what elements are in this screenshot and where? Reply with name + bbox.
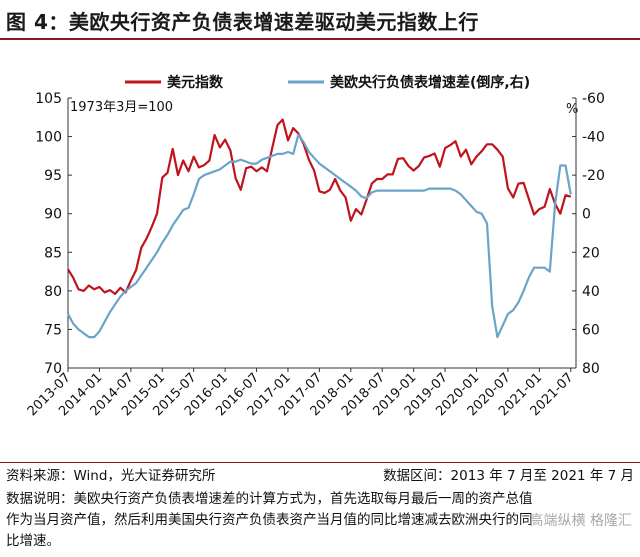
plot-area: [67, 118, 572, 339]
note-line-3: 比增速。: [6, 533, 60, 549]
right-axis-tick-label: 80: [582, 361, 600, 377]
left-axis-tick-label: 80: [44, 284, 62, 300]
dual-axis-line-chart: 美元指数 美欧央行负债表增速差(倒序,右) 1973年3月=100 % 70 75 8…: [25, 74, 605, 419]
right-axis-tick-label: 60: [582, 322, 600, 338]
legend-label-2: 美欧央行负债表增速差(倒序,右): [330, 74, 530, 91]
watermark: 高端纵横 格隆汇: [529, 513, 632, 529]
legend-label-1: 美元指数: [167, 74, 224, 91]
left-axis-tick-label: 75: [44, 322, 62, 338]
right-axis-tick-label: -20: [582, 168, 605, 184]
right-axis-tick-label: 0: [582, 207, 591, 223]
right-axis-tick-label: -40: [582, 130, 605, 146]
series-line-2: [67, 133, 572, 339]
left-axis-tick-label: 90: [44, 207, 62, 223]
data-range-text: 数据区间：2013 年 7 月至 2021 年 7 月: [383, 468, 634, 484]
left-axis-tick-label: 70: [44, 361, 62, 377]
index-base-annotation: 1973年3月=100: [70, 100, 173, 115]
right-axis-tick-label: 40: [582, 284, 600, 300]
right-axis-unit: %: [566, 102, 578, 117]
title-divider: [0, 38, 640, 40]
left-axis-tick-label: 95: [44, 168, 62, 184]
series-line-1: [67, 118, 572, 295]
source-text: 资料来源：Wind，光大证券研究所: [6, 468, 216, 484]
chart-legend: 美元指数 美欧央行负债表增速差(倒序,右): [125, 74, 530, 91]
footer-divider: [0, 462, 640, 463]
right-axis-tick-label: -60: [582, 91, 605, 107]
note-line-1: 数据说明：美欧央行资产负债表增速差的计算方式为，首先选取每月最后一周的资产总值: [6, 491, 533, 507]
right-axis-tick-label: 20: [582, 245, 600, 261]
left-axis-tick-label: 85: [44, 245, 62, 261]
left-axis-tick-label: 105: [35, 91, 62, 107]
note-line-2: 作为当月资产值，然后利用美国央行资产负债表资产当月值的同比增速减去欧洲央行的同: [6, 512, 533, 528]
source-line: 资料来源：Wind，光大证券研究所 数据区间：2013 年 7 月至 2021 …: [6, 466, 634, 486]
figure-title: 图 4：美欧央行资产负债表增速差驱动美元指数上行: [6, 10, 479, 34]
left-axis-tick-label: 100: [35, 130, 62, 146]
